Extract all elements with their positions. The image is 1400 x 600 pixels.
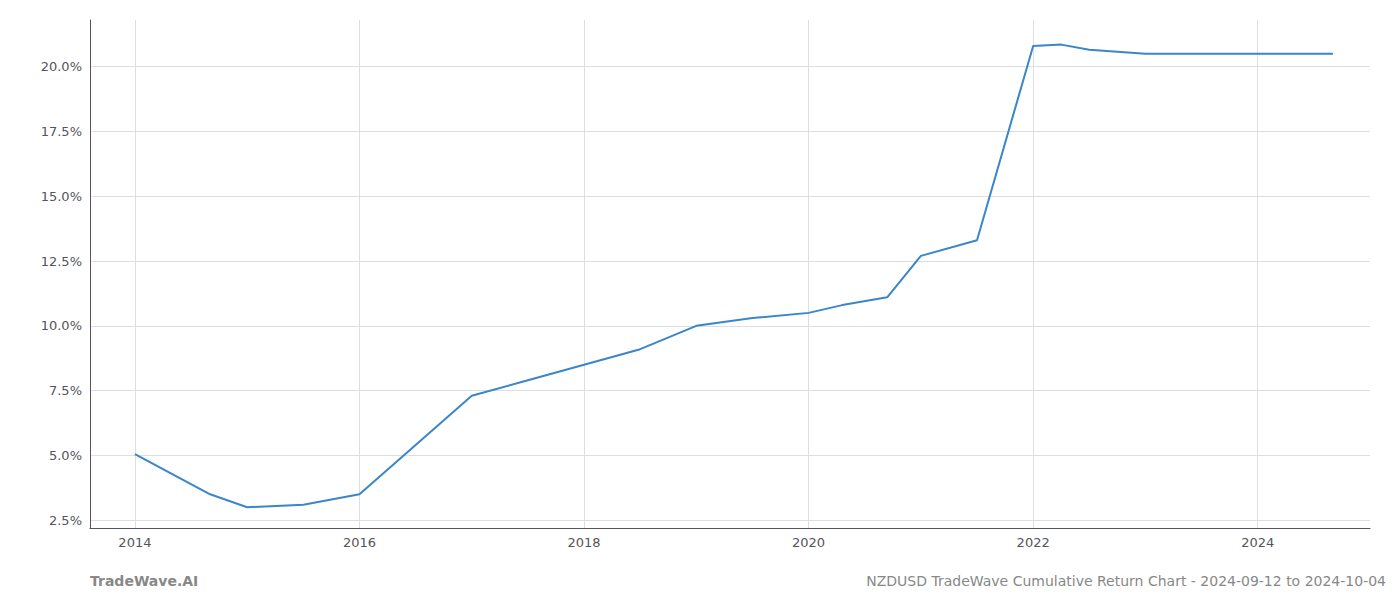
svg-text:5.0%: 5.0% [49,448,82,463]
svg-text:2014: 2014 [118,535,151,550]
svg-text:2022: 2022 [1017,535,1050,550]
svg-text:17.5%: 17.5% [41,124,82,139]
svg-text:7.5%: 7.5% [49,383,82,398]
svg-text:15.0%: 15.0% [41,189,82,204]
svg-text:2.5%: 2.5% [49,513,82,528]
svg-text:NZDUSD TradeWave Cumulative Re: NZDUSD TradeWave Cumulative Return Chart… [866,573,1386,589]
svg-text:20.0%: 20.0% [41,59,82,74]
svg-text:12.5%: 12.5% [41,254,82,269]
svg-text:2018: 2018 [567,535,600,550]
svg-text:TradeWave.AI: TradeWave.AI [90,573,198,589]
svg-text:10.0%: 10.0% [41,318,82,333]
svg-text:2016: 2016 [343,535,376,550]
svg-text:2020: 2020 [792,535,825,550]
svg-text:2024: 2024 [1241,535,1274,550]
